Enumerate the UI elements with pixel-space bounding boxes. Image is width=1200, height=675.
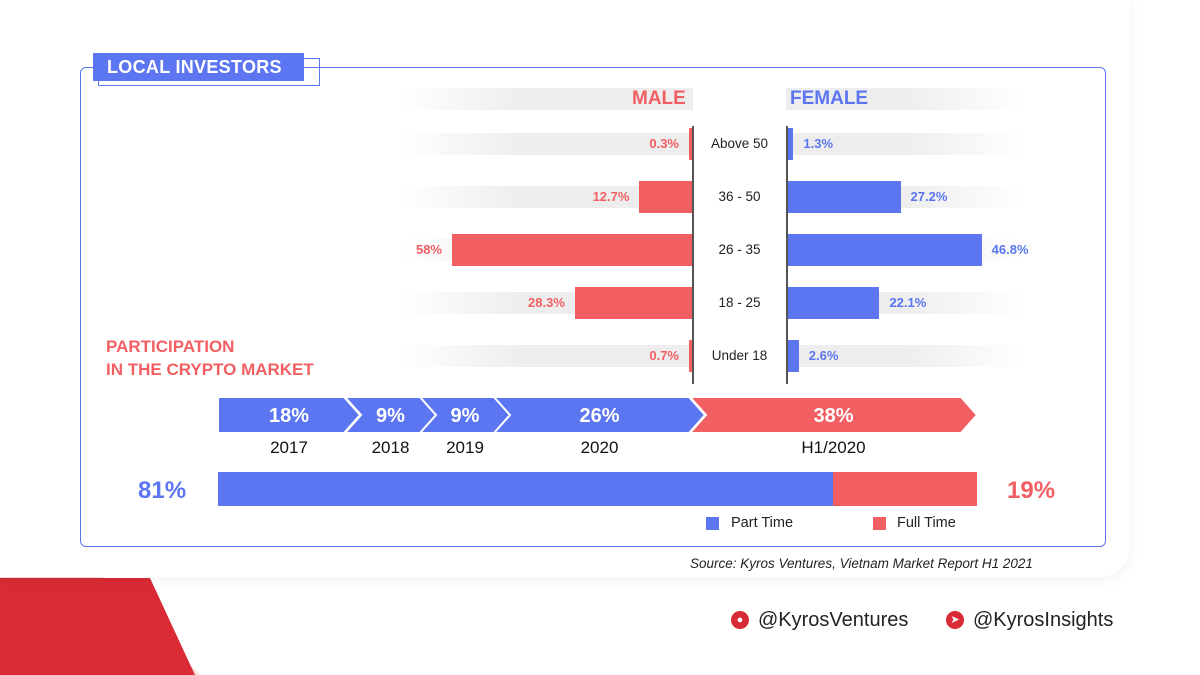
male-value-label: 0.7% [649,348,679,363]
participation-value-label: 9% [450,405,480,427]
header-mid-box [693,88,786,110]
participation-value-label: 38% [813,405,854,427]
female-axis-line [786,126,788,384]
section-tag: LOCAL INVESTORS [93,53,304,81]
female-value-label: 46.8% [991,242,1029,257]
age-category-label: 36 - 50 [693,186,786,208]
telegram-icon: ➤ [946,611,964,629]
full-time-segment [832,472,977,506]
male-bar [452,234,692,266]
age-category-label: Under 18 [693,345,786,367]
age-category-label: 26 - 35 [693,239,786,261]
male-axis-line [692,126,694,384]
participation-value-label: 9% [376,405,405,427]
participation-value-label: 18% [268,405,310,427]
participation-year-label: 2017 [270,438,308,457]
full-time-percent: 19% [1007,477,1056,504]
female-value-label: 2.6% [808,348,839,363]
part-time-segment [218,472,833,506]
source-note: Source: Kyros Ventures, Vietnam Market R… [690,556,1033,571]
female-bar [788,128,794,160]
participation-title: PARTICIPATION IN THE CRYPTO MARKET [106,335,314,381]
twitter-handle[interactable]: @KyrosVentures [758,609,909,631]
legend-full-time-swatch [873,517,886,530]
chart-frame [80,67,1106,547]
male-bar [639,181,692,213]
participation-value-label: 26% [579,405,620,427]
male-bar [689,340,692,372]
female-bar [788,234,982,266]
male-header: MALE [632,88,686,109]
telegram-handle[interactable]: @KyrosInsights [973,609,1114,631]
female-bar [788,181,901,213]
participation-title-line2: IN THE CRYPTO MARKET [106,360,314,379]
female-value-label: 27.2% [910,189,948,204]
legend-full-time-label: Full Time [897,515,956,531]
participation-year-label: 2020 [580,438,619,457]
female-bar [788,287,880,319]
female-header: FEMALE [790,88,869,109]
male-value-label: 0.3% [649,136,679,151]
age-category-label: 18 - 25 [693,292,786,314]
male-value-label: 12.7% [592,189,630,204]
male-value-label: 58% [415,242,442,257]
twitter-icon: ● [731,611,749,629]
female-value-label: 1.3% [803,136,834,151]
participation-title-line1: PARTICIPATION [106,337,235,356]
legend-part-time-label: Part Time [731,515,794,531]
participation-year-label: H1/2020 [801,438,866,457]
age-category-label: Above 50 [693,133,786,155]
male-value-label: 28.3% [528,295,565,310]
participation-year-label: 2018 [371,438,410,457]
participation-year-label: 2019 [446,438,484,457]
female-bar [788,340,799,372]
female-value-label: 22.1% [889,295,927,310]
male-bar [689,128,692,160]
male-bar [574,287,692,319]
legend-part-time-swatch [706,517,719,530]
part-time-percent: 81% [138,477,187,504]
